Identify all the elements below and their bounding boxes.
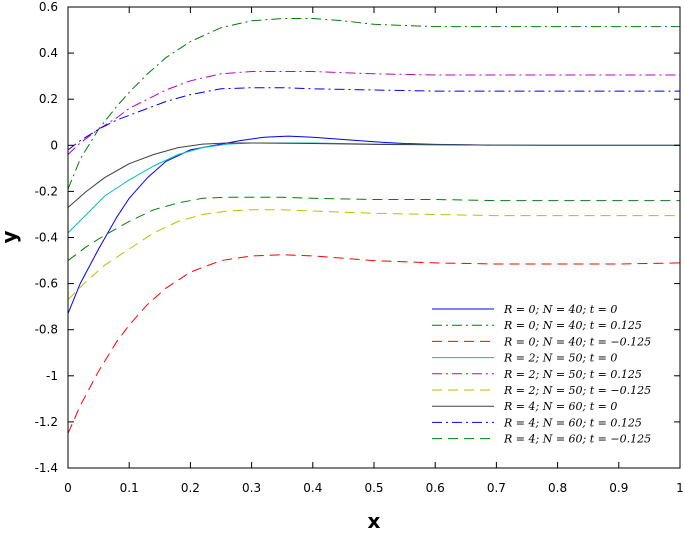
legend-label-1: R = 0; N = 40; t = 0	[503, 303, 617, 316]
series-line-5	[67, 71, 680, 155]
series-line-8	[67, 87, 680, 151]
legend-label-6: R = 2; N = 50; t = −0.125	[503, 384, 651, 397]
x-tick-label: 0.3	[242, 481, 261, 495]
series-layer	[67, 18, 681, 434]
y-tick-label: -0.4	[35, 231, 58, 245]
legend-label-3: R = 0; N = 40; t = −0.125	[503, 335, 651, 348]
x-tick-label: 0.7	[487, 481, 506, 495]
y-tick-label: -0.8	[35, 323, 58, 337]
series-line-2	[67, 18, 680, 190]
series-line-7	[67, 142, 680, 208]
legend-label-5: R = 2; N = 50; t = 0.125	[503, 368, 642, 381]
legend-label-4: R = 2; N = 50; t = 0	[503, 352, 617, 365]
ticks-layer: 0 0.1 0.2 0.3 0.4 0.5 0.6 0.7 0.8 0.9 10.60.40.20-…	[35, 0, 684, 495]
legend-label-7: R = 4; N = 60; t = 0	[503, 400, 617, 413]
x-tick-label: 0.6	[426, 481, 445, 495]
x-tick-label: 0.9	[609, 481, 628, 495]
y-tick-label: 0.6	[39, 0, 58, 14]
x-tick-label: 0.8	[548, 481, 567, 495]
x-tick-label: 0.5	[364, 481, 383, 495]
y-tick-label: -1.2	[35, 415, 58, 429]
series-line-9	[67, 196, 680, 261]
x-tick-label: 1	[676, 481, 684, 495]
legend-label-2: R = 0; N = 40; t = 0.125	[503, 319, 642, 332]
y-tick-label: 0.2	[39, 92, 58, 106]
legend-label-9: R = 4; N = 60; t = −0.125	[503, 433, 651, 446]
y-tick-label: -0.2	[35, 184, 58, 198]
series-line-3	[67, 254, 681, 434]
x-tick-label: 0	[64, 481, 72, 495]
x-tick-label: 0.1	[120, 481, 139, 495]
legend-label-8: R = 4; N = 60; t = 0.125	[503, 416, 642, 429]
y-tick-label: -0.6	[35, 277, 58, 291]
x-tick-label: 0.2	[181, 481, 200, 495]
y-tick-label: 0.4	[39, 46, 58, 60]
legend: R = 0; N = 40; t = 0 R = 0; N = 40; t = 0…	[432, 303, 651, 446]
x-axis-label: x	[368, 509, 381, 533]
series-line-1	[67, 135, 491, 314]
y-tick-label: -1	[46, 369, 58, 383]
series-line-6	[67, 209, 680, 301]
y-tick-label: 0	[50, 138, 58, 152]
y-axis-label: y	[0, 230, 21, 243]
x-tick-label: 0.4	[303, 481, 322, 495]
y-tick-label: -1.4	[35, 461, 58, 475]
